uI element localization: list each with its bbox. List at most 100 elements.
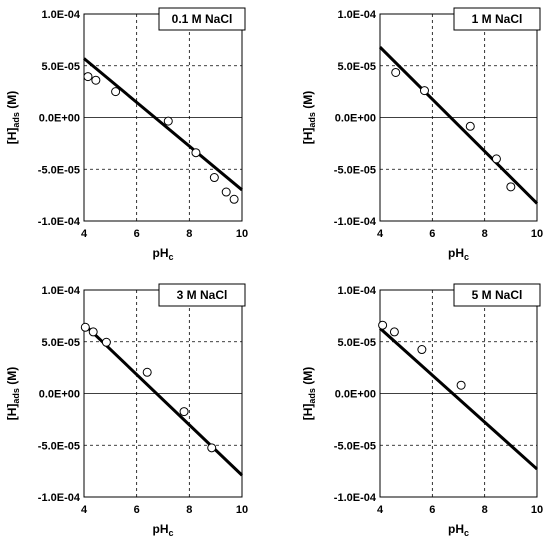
y-axis-label-subscript: ads xyxy=(11,112,21,128)
fit-line xyxy=(82,323,244,477)
chart-panel: 1.0E-04 5.0E-05 0.0E+00 -5.0E-05 -1.0E-044 6 8… xyxy=(301,7,543,262)
y-axis-label-unit: (M) xyxy=(301,367,315,388)
x-axis-label: pHc xyxy=(448,246,469,262)
y-axis-label-subscript: ads xyxy=(307,112,317,128)
y-tick-label: 1.0E-04 xyxy=(41,285,80,297)
data-point xyxy=(491,154,501,164)
x-tick-label: 10 xyxy=(236,504,248,516)
y-axis-label-subscript: ads xyxy=(11,388,21,404)
y-tick-label: 1.0E-04 xyxy=(337,9,376,21)
x-tick-label: 6 xyxy=(429,504,435,516)
data-point xyxy=(91,75,101,85)
y-axis-label: [H]ads (M) xyxy=(301,367,317,421)
chart-panel: 1.0E-04 5.0E-05 0.0E+00 -5.0E-05 -1.0E-044 6 8… xyxy=(5,283,248,538)
fit-line xyxy=(378,46,539,205)
data-point xyxy=(142,367,152,377)
x-tick-label: 8 xyxy=(186,228,192,240)
y-tick-label: 1.0E-04 xyxy=(41,9,80,21)
y-axis-label: [H]ads (M) xyxy=(5,91,21,145)
data-point xyxy=(80,322,90,332)
y-tick-label: 0.0E+00 xyxy=(39,389,80,401)
x-axis-label: pHc xyxy=(152,522,173,538)
chart-title: 3 M NaCl xyxy=(177,288,228,302)
data-point xyxy=(83,72,93,82)
chart-panel: 1.0E-04 5.0E-05 0.0E+00 -5.0E-05 -1.0E-044 6 8… xyxy=(301,283,543,538)
y-tick-label: 5.0E-05 xyxy=(337,61,376,73)
fit-line xyxy=(378,327,539,471)
y-axis-label-main: [H] xyxy=(5,404,19,421)
data-point xyxy=(456,380,466,390)
x-tick-label: 8 xyxy=(482,228,488,240)
data-point xyxy=(209,173,219,183)
y-tick-label: -1.0E-04 xyxy=(334,492,377,504)
chart-title: 0.1 M NaCl xyxy=(172,12,233,26)
x-tick-label: 10 xyxy=(236,228,248,240)
x-tick-label: 10 xyxy=(531,504,543,516)
y-tick-label: -1.0E-04 xyxy=(38,216,81,228)
title-box xyxy=(453,283,541,307)
x-axis-label-main: pH xyxy=(152,246,168,260)
x-tick-label: 6 xyxy=(134,228,140,240)
y-tick-label: 0.0E+00 xyxy=(335,113,376,125)
data-point xyxy=(221,187,231,197)
y-tick-label: -5.0E-05 xyxy=(38,164,80,176)
chart-title: 1 M NaCl xyxy=(472,12,523,26)
x-axis-label: pHc xyxy=(152,246,173,262)
y-axis-label-main: [H] xyxy=(301,128,315,145)
x-axis-label-subscript: c xyxy=(168,528,173,538)
x-axis-label-subscript: c xyxy=(168,252,173,262)
data-point xyxy=(191,148,201,158)
title-box xyxy=(158,7,246,31)
chart-title: 5 M NaCl xyxy=(472,288,523,302)
y-tick-label: -5.0E-05 xyxy=(38,440,80,452)
x-axis-label-main: pH xyxy=(448,246,464,260)
data-point xyxy=(111,87,121,97)
y-tick-label: 5.0E-05 xyxy=(41,61,80,73)
data-point xyxy=(465,121,475,131)
y-tick-label: -1.0E-04 xyxy=(38,492,81,504)
data-point xyxy=(419,86,429,96)
y-tick-label: 5.0E-05 xyxy=(337,337,376,349)
y-axis-label-unit: (M) xyxy=(5,91,19,112)
data-point xyxy=(163,116,173,126)
x-tick-label: 4 xyxy=(377,504,384,516)
data-point xyxy=(207,443,217,453)
title-box xyxy=(158,283,246,307)
y-axis-label: [H]ads (M) xyxy=(301,91,317,145)
data-point xyxy=(179,407,189,417)
data-point xyxy=(101,337,111,347)
fit-line xyxy=(83,57,243,192)
y-axis-label-unit: (M) xyxy=(301,91,315,112)
data-point xyxy=(506,182,516,192)
x-axis-label-subscript: c xyxy=(464,528,469,538)
y-axis-label-main: [H] xyxy=(5,128,19,145)
x-axis-label-main: pH xyxy=(152,522,168,536)
y-tick-label: 0.0E+00 xyxy=(39,113,80,125)
y-tick-label: -5.0E-05 xyxy=(334,164,376,176)
x-tick-label: 10 xyxy=(531,228,543,240)
title-box xyxy=(453,7,541,31)
y-tick-label: 0.0E+00 xyxy=(335,389,376,401)
y-tick-label: -5.0E-05 xyxy=(334,440,376,452)
y-tick-label: -1.0E-04 xyxy=(334,216,377,228)
chart-panel: 1.0E-04 5.0E-05 0.0E+00 -5.0E-05 -1.0E-044 6 8… xyxy=(5,7,248,262)
x-tick-label: 8 xyxy=(186,504,192,516)
y-tick-label: 5.0E-05 xyxy=(41,337,80,349)
x-tick-label: 4 xyxy=(81,504,88,516)
y-tick-label: 1.0E-04 xyxy=(337,285,376,297)
y-axis-label: [H]ads (M) xyxy=(5,367,21,421)
y-axis-label-subscript: ads xyxy=(307,388,317,404)
x-axis-label-main: pH xyxy=(448,522,464,536)
x-axis-label-subscript: c xyxy=(464,252,469,262)
data-point xyxy=(378,320,388,330)
data-point xyxy=(389,327,399,337)
x-tick-label: 8 xyxy=(482,504,488,516)
x-axis-label: pHc xyxy=(448,522,469,538)
data-point xyxy=(417,345,427,355)
y-axis-label-unit: (M) xyxy=(5,367,19,388)
data-point xyxy=(229,194,239,204)
y-axis-label-main: [H] xyxy=(301,404,315,421)
x-tick-label: 6 xyxy=(134,504,140,516)
data-point xyxy=(88,327,98,337)
